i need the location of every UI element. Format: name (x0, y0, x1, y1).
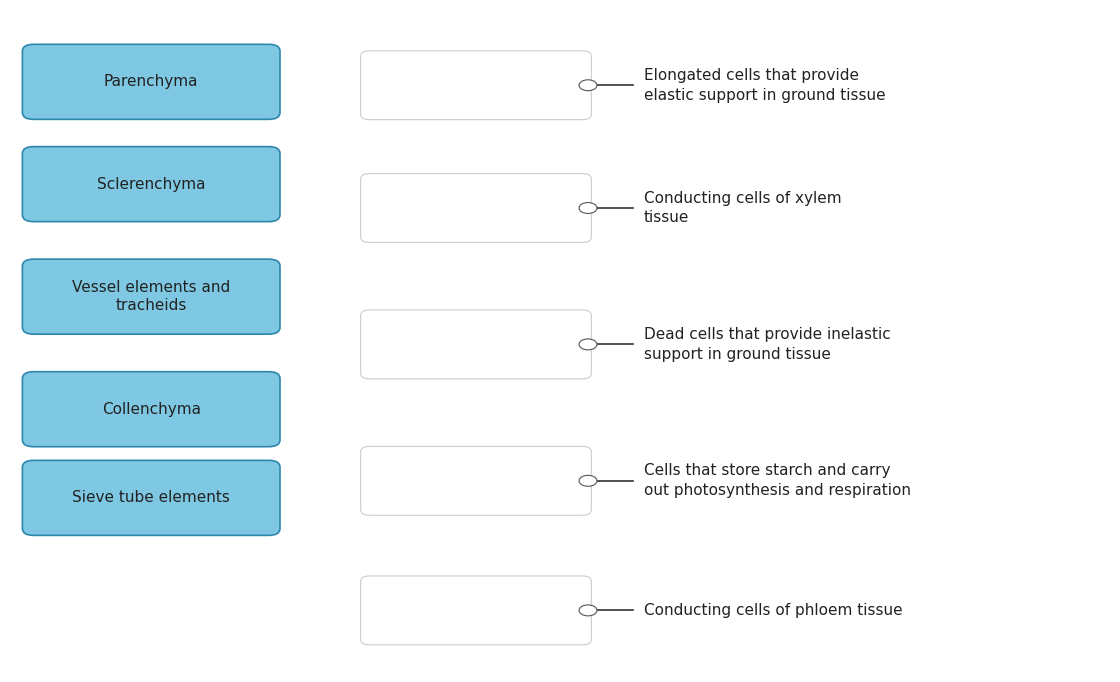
FancyBboxPatch shape (361, 174, 591, 243)
Text: Vessel elements and
tracheids: Vessel elements and tracheids (72, 280, 231, 313)
Text: Dead cells that provide inelastic
support in ground tissue: Dead cells that provide inelastic suppor… (644, 327, 890, 362)
Text: Conducting cells of phloem tissue: Conducting cells of phloem tissue (644, 603, 903, 618)
FancyBboxPatch shape (22, 44, 280, 119)
Text: Parenchyma: Parenchyma (104, 74, 198, 89)
Circle shape (579, 339, 597, 350)
FancyBboxPatch shape (361, 310, 591, 379)
FancyBboxPatch shape (361, 576, 591, 645)
Text: Cells that store starch and carry
out photosynthesis and respiration: Cells that store starch and carry out ph… (644, 463, 911, 499)
Text: Conducting cells of xylem
tissue: Conducting cells of xylem tissue (644, 190, 841, 226)
Circle shape (579, 203, 597, 213)
Text: Sclerenchyma: Sclerenchyma (97, 177, 205, 192)
Text: Sieve tube elements: Sieve tube elements (73, 490, 230, 505)
FancyBboxPatch shape (22, 259, 280, 334)
Circle shape (579, 605, 597, 616)
Text: Collenchyma: Collenchyma (102, 402, 200, 417)
Circle shape (579, 80, 597, 91)
FancyBboxPatch shape (22, 460, 280, 535)
Circle shape (579, 475, 597, 486)
FancyBboxPatch shape (361, 51, 591, 120)
Text: Elongated cells that provide
elastic support in ground tissue: Elongated cells that provide elastic sup… (644, 68, 886, 103)
FancyBboxPatch shape (361, 446, 591, 516)
FancyBboxPatch shape (22, 147, 280, 222)
FancyBboxPatch shape (22, 372, 280, 447)
